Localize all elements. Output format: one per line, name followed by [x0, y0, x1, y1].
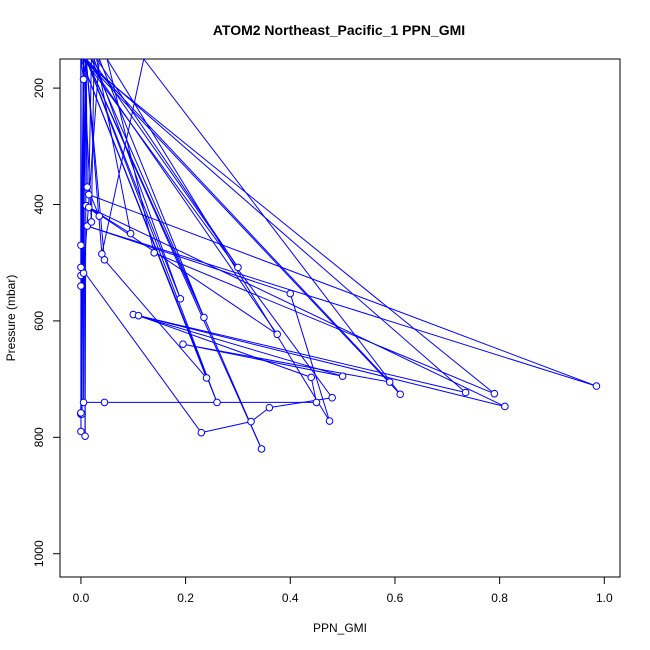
data-point [77, 241, 85, 250]
series-segment [88, 207, 278, 335]
series-segment [87, 225, 291, 295]
data-point [286, 289, 295, 298]
series-segment [90, 58, 262, 450]
series-segment [87, 225, 597, 387]
series-segment [143, 58, 401, 395]
data-point [213, 398, 221, 407]
series-segment [289, 293, 331, 422]
data-point [234, 263, 242, 272]
data-point [396, 390, 404, 399]
series-segment [85, 58, 218, 403]
series-segment [88, 194, 597, 387]
series-segment [96, 58, 132, 234]
x-tick-label: 0.6 [387, 591, 404, 605]
data-point [81, 432, 89, 440]
series-segment [85, 58, 391, 383]
y-tick-label: 800 [32, 427, 46, 447]
series-segment [201, 421, 252, 434]
data-point [84, 203, 93, 212]
data-point [385, 378, 394, 386]
series-segment [88, 206, 506, 407]
y-tick-label: 200 [32, 78, 46, 98]
series-segment [310, 377, 317, 403]
data-point [328, 393, 336, 402]
series-segment [138, 315, 466, 393]
data-point [134, 311, 143, 320]
data-point [95, 212, 104, 220]
data-point [461, 388, 470, 397]
data-point [77, 427, 85, 436]
data-point [501, 402, 509, 411]
x-tick-label: 0.2 [177, 591, 194, 605]
x-axis-label: PPN_GMI [313, 621, 367, 635]
data-point [100, 398, 109, 407]
data-point [77, 263, 85, 272]
series-segment [83, 58, 333, 399]
series-segment [138, 315, 312, 378]
data-point [490, 389, 499, 398]
data-point [202, 374, 211, 382]
data-point [77, 282, 85, 290]
x-tick-label: 0.4 [282, 591, 299, 605]
series-segment [133, 314, 505, 407]
series-points [77, 75, 601, 453]
series-segment [154, 252, 495, 395]
data-point [338, 372, 347, 381]
data-point [307, 373, 316, 382]
series-segment [85, 58, 278, 335]
data-point [265, 403, 274, 412]
series-segment [80, 58, 218, 403]
series-segment [106, 58, 330, 422]
data-point [273, 330, 281, 339]
data-point [84, 190, 93, 199]
series-segment [104, 259, 207, 379]
x-axis: 0.0 0.2 0.4 0.6 0.8 1.0 [73, 576, 613, 605]
y-tick-label: 400 [32, 194, 46, 214]
x-tick-label: 0.0 [73, 591, 90, 605]
series-segment [80, 58, 85, 413]
data-point [200, 313, 208, 322]
data-point [150, 249, 159, 257]
data-point [87, 218, 96, 226]
data-point [100, 255, 109, 264]
data-point [79, 398, 88, 407]
data-point [312, 398, 321, 407]
y-tick-label: 600 [32, 311, 46, 331]
data-point [247, 417, 255, 426]
x-tick-label: 1.0 [596, 591, 613, 605]
series-segment [83, 58, 401, 395]
chart-title: ATOM2 Northeast_Pacific_1 PPN_GMI [213, 22, 465, 38]
series-segment [80, 267, 202, 433]
x-tick-label: 0.8 [491, 591, 508, 605]
series-segment [85, 58, 105, 260]
data-point [83, 183, 92, 191]
series-segment [250, 407, 270, 422]
data-point [79, 75, 88, 84]
series-segment [98, 58, 205, 318]
series-line [80, 58, 597, 450]
data-point [257, 445, 266, 453]
series-segment [85, 58, 262, 450]
data-point [179, 340, 187, 348]
data-point [197, 428, 206, 437]
data-point [77, 409, 85, 417]
data-point [176, 294, 185, 303]
data-point [325, 417, 334, 425]
y-axis: 200 400 600 800 1000 [32, 78, 61, 567]
series-segment [133, 314, 343, 377]
series-segment [96, 58, 239, 268]
series-segment [84, 58, 87, 437]
y-tick-label: 1000 [32, 540, 46, 567]
series-segment [83, 58, 466, 393]
data-point [592, 382, 601, 390]
y-axis-label: Pressure (mbar) [4, 275, 18, 362]
data-point [126, 229, 135, 238]
series-segment [80, 58, 495, 395]
